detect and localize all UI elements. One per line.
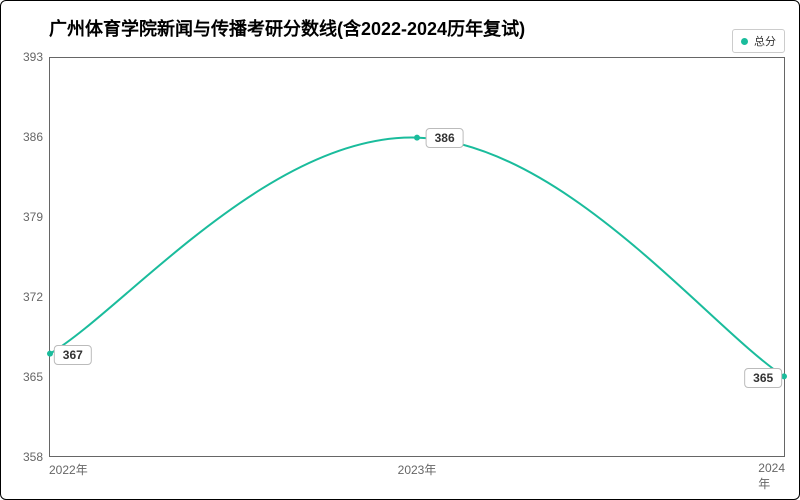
- y-tick-label: 386: [7, 130, 43, 144]
- chart-container: 广州体育学院新闻与传播考研分数线(含2022-2024历年复试) 总分 358 3…: [0, 0, 800, 500]
- data-label: 367: [54, 345, 92, 365]
- y-axis-ticks: 358365372379386393: [1, 57, 49, 457]
- x-tick-label: 2024年: [758, 461, 785, 492]
- y-tick-label: 372: [7, 290, 43, 304]
- y-tick-label: 393: [7, 50, 43, 64]
- legend-label: 总分: [754, 33, 776, 49]
- y-tick-label: 358: [7, 450, 43, 464]
- chart-title: 广州体育学院新闻与传播考研分数线(含2022-2024历年复试): [49, 15, 525, 41]
- x-axis-ticks: 2022年2023年2024年: [49, 457, 785, 487]
- plot-area: 367 386 365: [49, 57, 785, 457]
- y-tick-label: 365: [7, 370, 43, 384]
- x-tick-label: 2022年: [49, 461, 88, 478]
- data-point-marker: [414, 135, 420, 141]
- line-series: [50, 58, 784, 456]
- x-tick-label: 2023年: [398, 461, 437, 478]
- chart-legend: 总分: [732, 29, 785, 53]
- data-point-marker: [47, 351, 53, 357]
- y-tick-label: 379: [7, 210, 43, 224]
- data-label: 365: [744, 368, 782, 388]
- series-line: [50, 138, 784, 377]
- legend-marker-icon: [741, 38, 748, 45]
- data-label: 386: [426, 128, 464, 148]
